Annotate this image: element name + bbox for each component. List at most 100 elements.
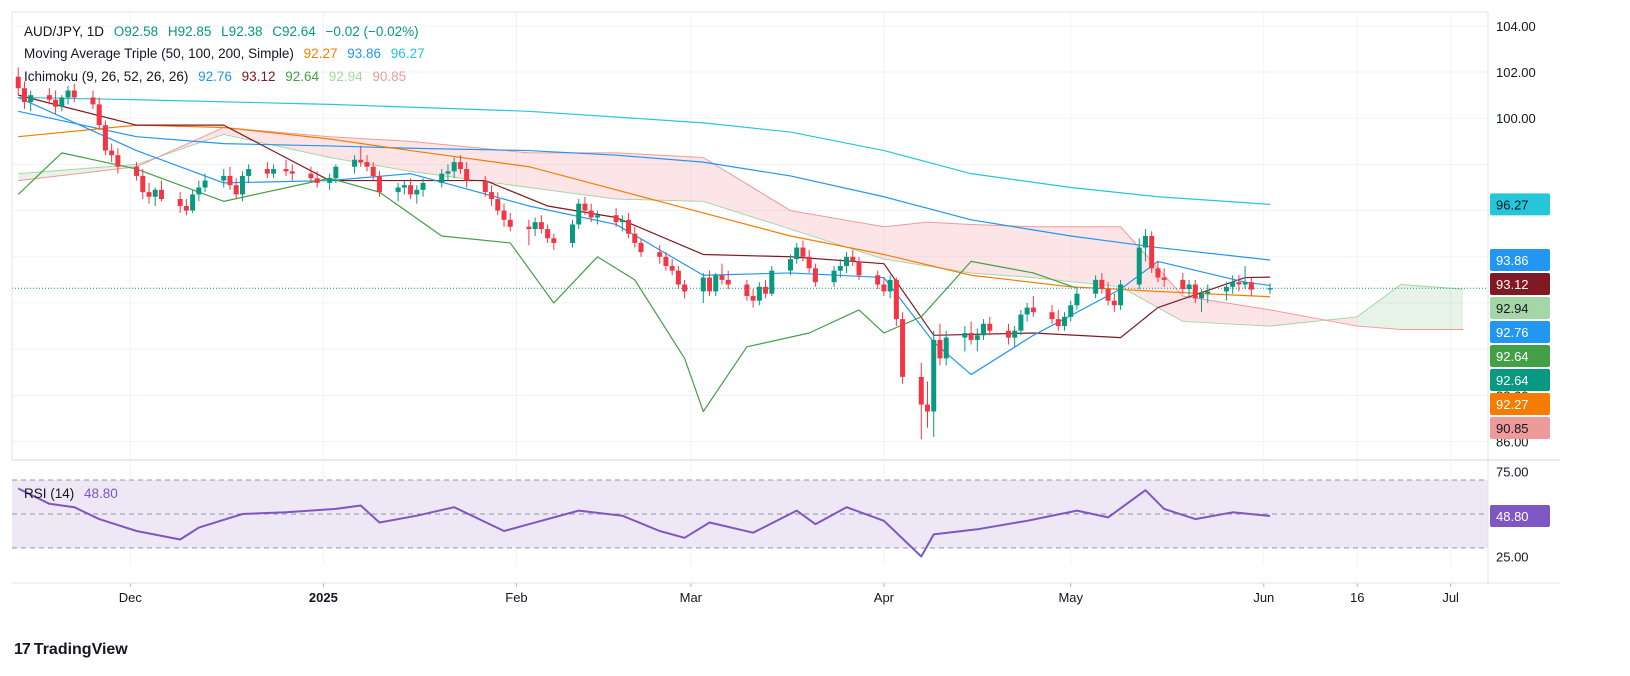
ma-legend[interactable]: Moving Average Triple (50, 100, 200, Sim… — [24, 46, 431, 61]
kijun-value: 93.12 — [241, 69, 276, 84]
x-tick-label: Mar — [680, 590, 703, 605]
candle-body — [893, 279, 899, 320]
cloud-segment — [616, 152, 704, 202]
rsi-price-tag-label: 48.80 — [1496, 509, 1529, 524]
x-tick-label: 2025 — [309, 590, 338, 605]
price-tag-label: 92.76 — [1496, 325, 1529, 340]
candle-body — [582, 203, 588, 211]
candle-body — [1230, 282, 1236, 287]
candle-body — [1099, 279, 1105, 290]
candle-body — [489, 192, 495, 200]
candle-body — [59, 97, 65, 107]
candle-body — [28, 95, 34, 103]
chikou-value: 92.64 — [285, 69, 320, 84]
ma200-line — [18, 96, 1271, 205]
candle-body — [1074, 293, 1080, 306]
x-tick-label: Jul — [1442, 590, 1459, 605]
candle-body — [439, 173, 445, 183]
price-tag-label: 92.64 — [1496, 349, 1529, 364]
price-tag-label: 92.27 — [1496, 397, 1529, 412]
candle-body — [358, 159, 364, 163]
price-tag — [1490, 369, 1550, 392]
candle-body — [987, 323, 993, 331]
ichimoku-legend[interactable]: Ichimoku (9, 26, 52, 26, 26) 92.76 93.12… — [24, 69, 412, 84]
rsi-legend[interactable]: RSI (14) 48.80 — [24, 486, 124, 501]
candle-body — [900, 319, 906, 377]
price-tag-label: 93.12 — [1496, 277, 1529, 292]
candle-body — [675, 270, 681, 285]
candle-body — [264, 169, 270, 174]
candle-body — [202, 180, 208, 188]
candle-body — [482, 180, 488, 193]
price-tag — [1490, 297, 1550, 320]
candle-body — [968, 332, 974, 340]
candle-body — [806, 256, 812, 269]
candle-body — [918, 376, 924, 405]
candle-body — [196, 187, 202, 195]
candle-body — [570, 224, 576, 243]
candle-body — [937, 339, 943, 359]
cloud-segment — [927, 222, 972, 273]
price-tag — [1490, 249, 1550, 272]
candle-body — [314, 178, 320, 183]
candle-body — [501, 210, 507, 220]
candle-body — [844, 256, 850, 267]
candle-body — [769, 270, 775, 294]
ichimoku-cloud — [18, 126, 1464, 331]
span-a-value: 92.94 — [328, 69, 363, 84]
candle-body — [837, 266, 843, 271]
candle-body — [457, 162, 463, 170]
price-tags: 96.27 93.86 93.12 92.94 92.76 92.64 92.64 92.27… — [1490, 193, 1550, 528]
rsi-panel — [12, 479, 1488, 558]
candle-body — [800, 247, 806, 257]
candle-body — [370, 166, 376, 176]
cloud-segment — [223, 127, 330, 158]
senkou-span-b-line — [18, 126, 1464, 331]
candle-body — [713, 275, 719, 292]
rsi-label: RSI (14) — [24, 486, 75, 501]
senkou-span-a-line — [18, 133, 1464, 327]
candle-body — [756, 286, 762, 301]
cloud-segment — [528, 152, 617, 200]
rsi-line — [17, 487, 1271, 558]
price-tag — [1490, 193, 1550, 216]
ichimoku-label: Ichimoku (9, 26, 52, 26, 26) — [24, 69, 189, 84]
candle-body — [551, 238, 557, 243]
candle-body — [233, 185, 239, 195]
ma-label: Moving Average Triple (50, 100, 200, Sim… — [24, 46, 294, 61]
rsi-y-tick-label: 75.00 — [1496, 465, 1529, 480]
candle-body — [887, 279, 893, 292]
cloud-segment — [703, 157, 791, 230]
candle-body — [289, 171, 295, 174]
candle-body — [1030, 307, 1036, 313]
candle-body — [177, 199, 183, 206]
candle-body — [1055, 319, 1061, 327]
candle-body — [856, 261, 862, 276]
candle-body — [1155, 268, 1161, 278]
candlestick-series[interactable] — [15, 67, 1273, 440]
symbol-legend[interactable]: AUD/JPY, 1D O92.58 H92.85 L92.38 C92.64 … — [24, 24, 425, 39]
candle-body — [1186, 284, 1192, 290]
candle-body — [974, 335, 980, 340]
candle-body — [65, 90, 71, 98]
ma50-value: 92.27 — [303, 46, 338, 61]
candle-body — [1018, 314, 1024, 331]
close-value: C92.64 — [272, 24, 316, 39]
candle-body — [190, 194, 196, 211]
candle-body — [1199, 293, 1205, 299]
candle-body — [787, 259, 793, 271]
candle-body — [626, 219, 632, 234]
candle-body — [158, 189, 164, 200]
candle-body — [395, 187, 401, 193]
candle-body — [21, 88, 27, 103]
y-tick-label: 104.00 — [1496, 19, 1536, 34]
candle-body — [719, 275, 725, 280]
candle-body — [707, 277, 713, 292]
cloud-segment — [410, 141, 529, 188]
cloud-segment — [883, 222, 928, 267]
tradingview-logo[interactable]: 17 TradingView — [14, 641, 128, 659]
chikou-span-line — [17, 152, 1078, 413]
candle-body — [1062, 316, 1068, 327]
candle-body — [632, 233, 638, 243]
